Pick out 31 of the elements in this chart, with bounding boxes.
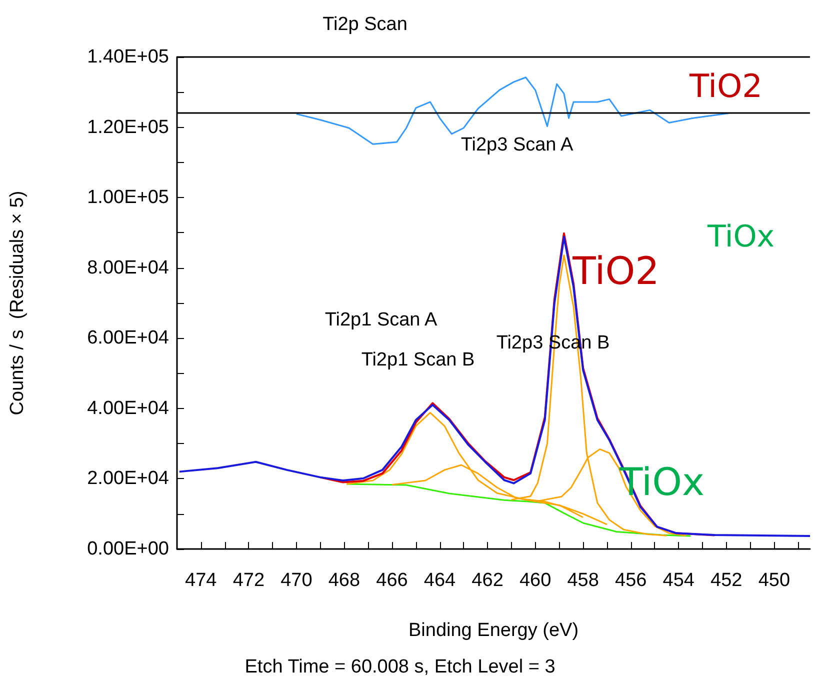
y-tick-label: 1.20E+05 <box>87 116 169 138</box>
y-tick-label: 4.00E+04 <box>87 398 170 419</box>
y-tick-label: 6.00E+04 <box>87 328 170 349</box>
x-tick-label: 462 <box>472 570 504 591</box>
annotation: Ti2p1 Scan B <box>361 350 475 370</box>
x-tick-label: 472 <box>232 570 265 591</box>
y-tick-label: 0.00E+00 <box>87 538 169 560</box>
x-tick-label: 450 <box>758 570 790 591</box>
annotation: TiO2 <box>688 67 762 105</box>
text: Etch Time = 60.008 s, Etch Level = 3 <box>244 656 556 678</box>
x-tick-label: 458 <box>567 570 599 591</box>
x-tick-label: 466 <box>376 570 408 591</box>
y-axis-title: Counts / s (Residuals × 5) <box>7 190 28 416</box>
x-tick-label: 474 <box>185 570 218 591</box>
x-tick-label: 468 <box>328 570 360 591</box>
y-tick-label: 1.00E+05 <box>87 187 169 208</box>
x-tick-label: 456 <box>615 570 647 591</box>
x-tick-label: 460 <box>519 570 552 591</box>
annotation: Ti2p1 Scan A <box>324 310 438 330</box>
chart-title: Ti2p Scan <box>322 14 408 35</box>
x-tick-label: 454 <box>662 570 695 591</box>
x-tick-label: 470 <box>280 570 312 591</box>
y-tick-label: 1.40E+05 <box>87 46 169 68</box>
x-axis-title: Binding Energy (eV) <box>408 620 579 641</box>
y-tick-label: 2.00E+04 <box>87 468 170 490</box>
annotation: TiO2 <box>572 249 660 293</box>
y-tick-label: 8.00E+04 <box>87 257 170 278</box>
x-tick-label: 452 <box>710 570 742 591</box>
x-tick-label: 464 <box>424 570 456 591</box>
annotation: Ti2p3 Scan A <box>460 134 574 156</box>
annotation: TiOx <box>706 220 775 254</box>
